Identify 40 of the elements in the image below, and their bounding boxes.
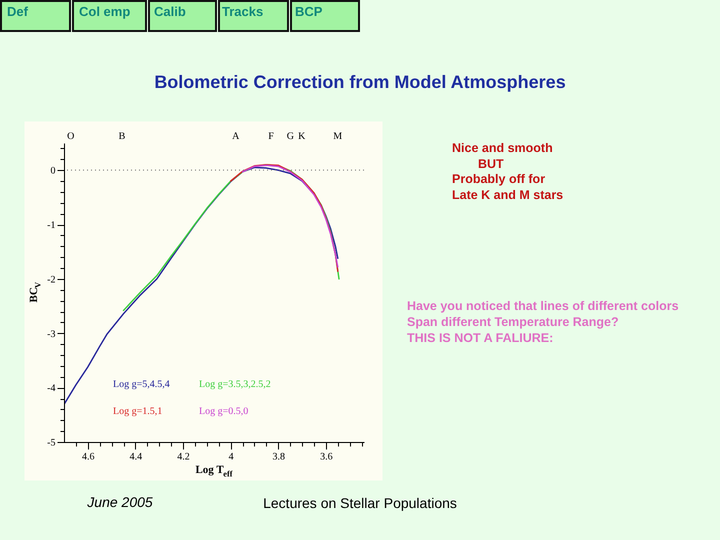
text: A (232, 131, 240, 142)
text: Log g=3.5,3,2.5,2 (199, 379, 271, 390)
text: O (67, 131, 74, 142)
x-tick-label: 4.4 (130, 452, 142, 462)
y-tick-label: 0 (50, 166, 56, 177)
text: Log g=0.5,0 (199, 406, 248, 417)
text: Span different Temperature Range? (407, 315, 619, 329)
x-tick-label: 4.2 (177, 452, 190, 462)
text: BUT (478, 157, 504, 171)
text: Col emp (79, 4, 130, 19)
text: Nice and smooth (452, 141, 553, 155)
text: Probably off for (452, 172, 546, 186)
text: June 2005 (86, 494, 153, 510)
text: Have you noticed that lines of different colors (407, 299, 679, 313)
line-series (64, 166, 339, 406)
text: Log g=1.5,1 (113, 406, 162, 417)
text: M (333, 131, 342, 142)
chart-title: Bolometric Correction from Model Atmospheres (154, 72, 566, 92)
y-tick-label: -3 (47, 328, 56, 340)
text: B (118, 131, 126, 142)
text: K (298, 131, 306, 142)
x-tick-label: 4.6 (82, 452, 95, 462)
y-axis-title: BCV (28, 282, 42, 302)
text: Tracks (222, 4, 264, 19)
y-tick-label: -5 (47, 438, 56, 448)
text: Late K and M stars (452, 188, 564, 202)
y-tick-label: -4 (47, 383, 56, 394)
text: Log g=5,4.5,4 (113, 379, 170, 390)
x-tick-label: 3.6 (320, 452, 333, 462)
text: Calib (154, 4, 186, 19)
x-tick-label: 4 (228, 452, 234, 462)
x-tick-label: 3.8 (272, 452, 286, 462)
text: Def (7, 4, 29, 19)
y-tick-label: -2 (47, 274, 56, 286)
text: F (268, 131, 274, 142)
y-tick-label: -1 (47, 220, 56, 232)
text: THIS IS NOT A FALIURE: (407, 331, 554, 345)
text: BCP (295, 4, 323, 19)
text: Lectures on Stellar Populations (263, 495, 457, 511)
text: G (286, 131, 294, 142)
